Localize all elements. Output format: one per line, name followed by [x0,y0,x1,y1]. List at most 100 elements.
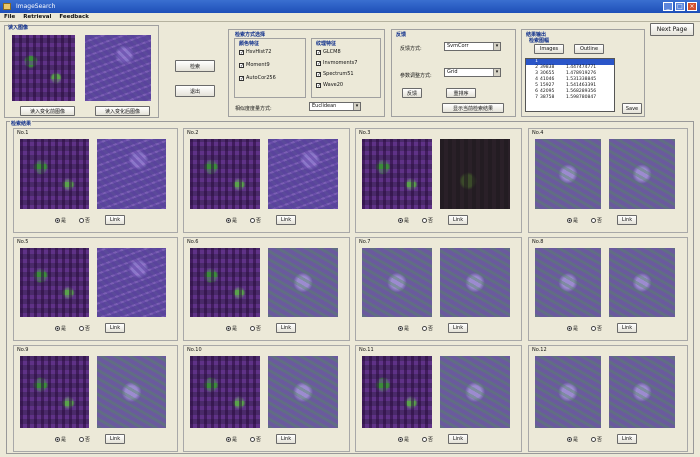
close-icon[interactable]: × [687,2,697,11]
checkbox-icon[interactable]: ✓ [316,82,322,89]
radio-icon[interactable] [79,326,84,331]
retrain-button[interactable]: 重排序 [446,88,476,98]
menu-retrieval[interactable]: Retrieval [23,14,52,20]
radio-icon[interactable] [79,437,84,442]
no-radio[interactable]: 否 [591,325,602,332]
maximize-icon[interactable]: □ [675,2,685,11]
no-radio[interactable]: 否 [591,436,602,443]
texture-option[interactable]: ✓ Wave20 [316,82,344,89]
no-radio[interactable]: 否 [79,217,90,224]
list-item[interactable]: 6 42095 1.568289356 [535,89,597,94]
yes-radio[interactable]: 是 [398,217,409,224]
checkbox-icon[interactable]: ✓ [239,75,245,82]
yes-radio[interactable]: 是 [398,325,409,332]
link-button[interactable]: Link [617,323,637,333]
next-page-button[interactable]: Next Page [650,23,694,36]
radio-icon[interactable] [398,218,403,223]
radio-icon[interactable] [567,437,572,442]
yes-radio[interactable]: 是 [567,325,578,332]
load-after-button[interactable]: 读入变化后图像 [95,106,150,116]
checkbox-icon[interactable]: ✓ [239,62,245,69]
no-radio[interactable]: 否 [79,436,90,443]
metric-select[interactable]: Euclidean ▾ [309,102,361,111]
radio-icon[interactable] [79,218,84,223]
texture-option[interactable]: ✓ GLCM8 [316,49,341,56]
link-button[interactable]: Link [617,434,637,444]
yes-radio[interactable]: 是 [55,436,66,443]
menu-feedback[interactable]: Feedback [59,14,89,20]
link-button[interactable]: Link [448,215,468,225]
feedback-button[interactable]: 反馈 [402,88,422,98]
yes-radio[interactable]: 是 [226,436,237,443]
no-radio[interactable]: 否 [422,325,433,332]
checkbox-icon[interactable]: ✓ [316,49,322,56]
link-button[interactable]: Link [617,215,637,225]
radio-icon[interactable] [55,326,60,331]
show-results-button[interactable]: 显示当前检索结果 [442,103,504,113]
radio-icon[interactable] [567,218,572,223]
link-button[interactable]: Link [448,434,468,444]
chevron-down-icon[interactable]: ▾ [493,69,500,76]
radio-icon[interactable] [55,218,60,223]
yes-radio[interactable]: 是 [567,217,578,224]
radio-icon[interactable] [226,437,231,442]
exit-button[interactable]: 退出 [175,85,215,97]
link-button[interactable]: Link [105,323,125,333]
radio-icon[interactable] [591,218,596,223]
radio-icon[interactable] [250,326,255,331]
radio-icon[interactable] [398,326,403,331]
radio-icon[interactable] [55,437,60,442]
color-option[interactable]: ✓ HsvHist72 [239,49,272,56]
search-button[interactable]: 检索 [175,60,215,72]
no-radio[interactable]: 否 [250,217,261,224]
list-item[interactable]: 2 39838 1.447474771 [535,65,597,70]
link-button[interactable]: Link [448,323,468,333]
no-radio[interactable]: 否 [250,325,261,332]
checkbox-icon[interactable]: ✓ [239,49,245,56]
yes-radio[interactable]: 是 [226,325,237,332]
list-item[interactable]: 3 30655 1.478919276 [535,71,597,76]
minimize-icon[interactable]: _ [663,2,673,11]
radio-icon[interactable] [250,437,255,442]
list-item[interactable]: 7 38758 1.598780847 [535,95,597,100]
chevron-down-icon[interactable]: ▾ [353,103,360,110]
texture-option[interactable]: ✓ Invmoments7 [316,60,358,67]
radio-icon[interactable] [567,326,572,331]
radio-icon[interactable] [250,218,255,223]
no-radio[interactable]: 否 [79,325,90,332]
radio-icon[interactable] [398,437,403,442]
radio-icon[interactable] [422,437,427,442]
menu-file[interactable]: File [4,14,16,20]
radio-icon[interactable] [226,326,231,331]
link-button[interactable]: Link [105,434,125,444]
color-option[interactable]: ✓ AutoCor256 [239,75,276,82]
no-radio[interactable]: 否 [250,436,261,443]
link-button[interactable]: Link [276,215,296,225]
list-item[interactable]: 1 [526,59,614,65]
no-radio[interactable]: 否 [422,436,433,443]
link-button[interactable]: Link [276,434,296,444]
yes-radio[interactable]: 是 [55,325,66,332]
chevron-down-icon[interactable]: ▾ [493,43,500,50]
images-button[interactable]: Images [534,44,564,54]
color-option[interactable]: ✓ Moment9 [239,62,270,69]
radio-icon[interactable] [226,218,231,223]
radio-icon[interactable] [591,326,596,331]
feedback-method-select[interactable]: SvmCorr ▾ [444,42,501,51]
yes-radio[interactable]: 是 [55,217,66,224]
no-radio[interactable]: 否 [591,217,602,224]
save-button[interactable]: Save [622,103,642,114]
list-item[interactable]: 4 41046 1.531338845 [535,77,597,82]
link-button[interactable]: Link [276,323,296,333]
yes-radio[interactable]: 是 [567,436,578,443]
radio-icon[interactable] [591,437,596,442]
yes-radio[interactable]: 是 [398,436,409,443]
param-select[interactable]: Grid ▾ [444,68,501,77]
load-before-button[interactable]: 读入变化前图像 [20,106,75,116]
no-radio[interactable]: 否 [422,217,433,224]
checkbox-icon[interactable]: ✓ [316,71,322,78]
radio-icon[interactable] [422,218,427,223]
link-button[interactable]: Link [105,215,125,225]
checkbox-icon[interactable]: ✓ [316,60,322,67]
